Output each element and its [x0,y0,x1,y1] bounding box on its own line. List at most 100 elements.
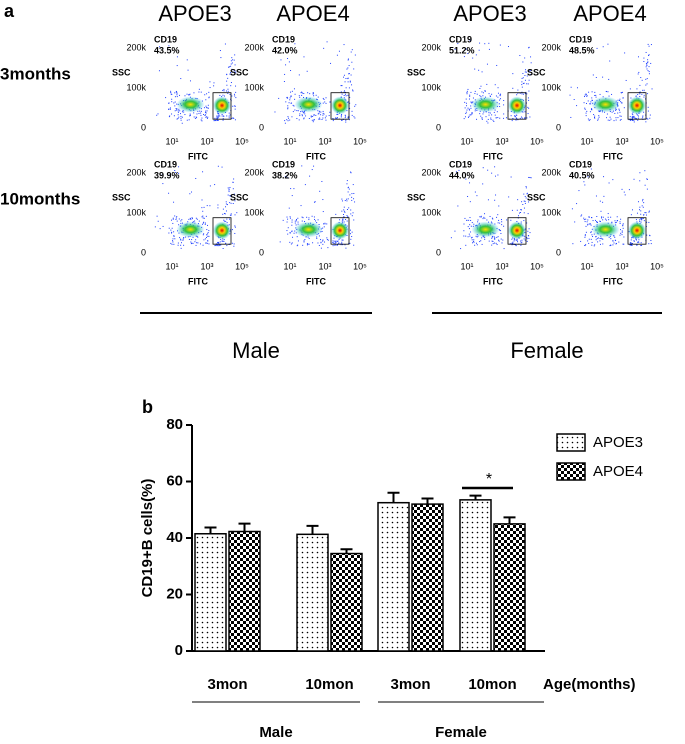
event-dot [332,240,334,242]
event-dot [217,120,219,122]
event-dot [651,88,653,90]
event-dot [576,105,578,107]
event-dot [306,70,308,72]
event-dot [470,105,472,107]
event-dot [527,83,529,85]
event-dot [468,98,470,100]
event-dot [528,90,530,92]
event-dot [587,224,589,226]
event-dot [521,91,523,93]
event-dot [641,217,643,219]
event-dot [226,245,228,247]
event-dot [636,212,638,214]
event-dot [648,54,650,56]
x-tick-label: 10⁵ [353,136,367,146]
event-dot [622,227,624,229]
event-dot [607,216,609,218]
event-dot [469,109,471,111]
event-dot [491,236,493,238]
event-dot [207,107,209,109]
event-dot [479,95,481,97]
event-dot [523,220,525,222]
gate-percent: 44.0% [449,170,475,180]
event-dot [319,110,321,112]
event-dot [464,116,466,118]
event-dot [349,96,351,98]
event-dot [353,68,355,70]
event-dot [229,202,231,204]
event-dot [597,119,599,121]
event-dot [347,101,349,103]
y-tick-label: 0 [436,247,441,257]
event-dot [585,218,587,220]
event-dot [227,90,229,92]
event-dot [528,47,530,49]
bar [377,501,410,652]
event-dot [286,96,288,98]
event-dot [646,68,648,70]
event-dot [171,93,173,95]
event-dot [586,110,588,112]
event-dot [489,95,491,97]
event-dot [291,219,293,221]
event-dot [216,244,218,246]
event-dot [500,219,502,221]
gate-percent: 40.5% [569,170,595,180]
event-dot [530,56,532,58]
event-dot [517,89,519,91]
event-dot [594,244,596,246]
event-dot [207,232,209,234]
event-dot [351,196,353,198]
event-dot [497,96,499,98]
event-dot [176,56,178,58]
event-dot [484,217,486,219]
event-dot [524,195,526,197]
event-dot [613,120,615,122]
event-dot [224,43,226,45]
event-dot [599,237,601,239]
event-dot [570,116,572,118]
event-dot [206,116,208,118]
event-dot [620,118,622,120]
event-dot [526,117,528,119]
event-dot [322,112,324,114]
event-dot [529,177,531,179]
y-tick-label: 200k [421,42,441,52]
event-dot [175,90,177,92]
event-dot [346,183,348,185]
event-dot [592,236,594,238]
event-dot [641,79,643,81]
event-dot [234,108,236,110]
event-dot [226,204,228,206]
event-dot [344,117,346,119]
event-dot [319,190,321,192]
event-dot [188,94,190,96]
event-dot [341,239,343,241]
event-dot [232,74,234,76]
error-bar [204,526,217,534]
event-dot [347,67,349,69]
event-dot [338,50,340,52]
event-dot [173,235,175,237]
event-dot [323,223,325,225]
event-dot [595,76,597,78]
event-dot [520,212,522,214]
event-dot [472,242,474,244]
event-dot [489,215,491,217]
event-dot [317,96,319,98]
event-dot [481,118,483,120]
event-dot [179,237,181,239]
event-dot [192,242,194,244]
event-dot [297,244,299,246]
event-dot [235,85,237,87]
y-axis-label: SSC [527,192,546,202]
event-dot [311,119,313,121]
event-dot [576,203,578,205]
event-dot [638,239,640,241]
event-dot [491,244,493,246]
event-dot [312,121,314,123]
event-dot [631,243,633,245]
event-dot [303,240,305,242]
event-dot [580,240,582,242]
